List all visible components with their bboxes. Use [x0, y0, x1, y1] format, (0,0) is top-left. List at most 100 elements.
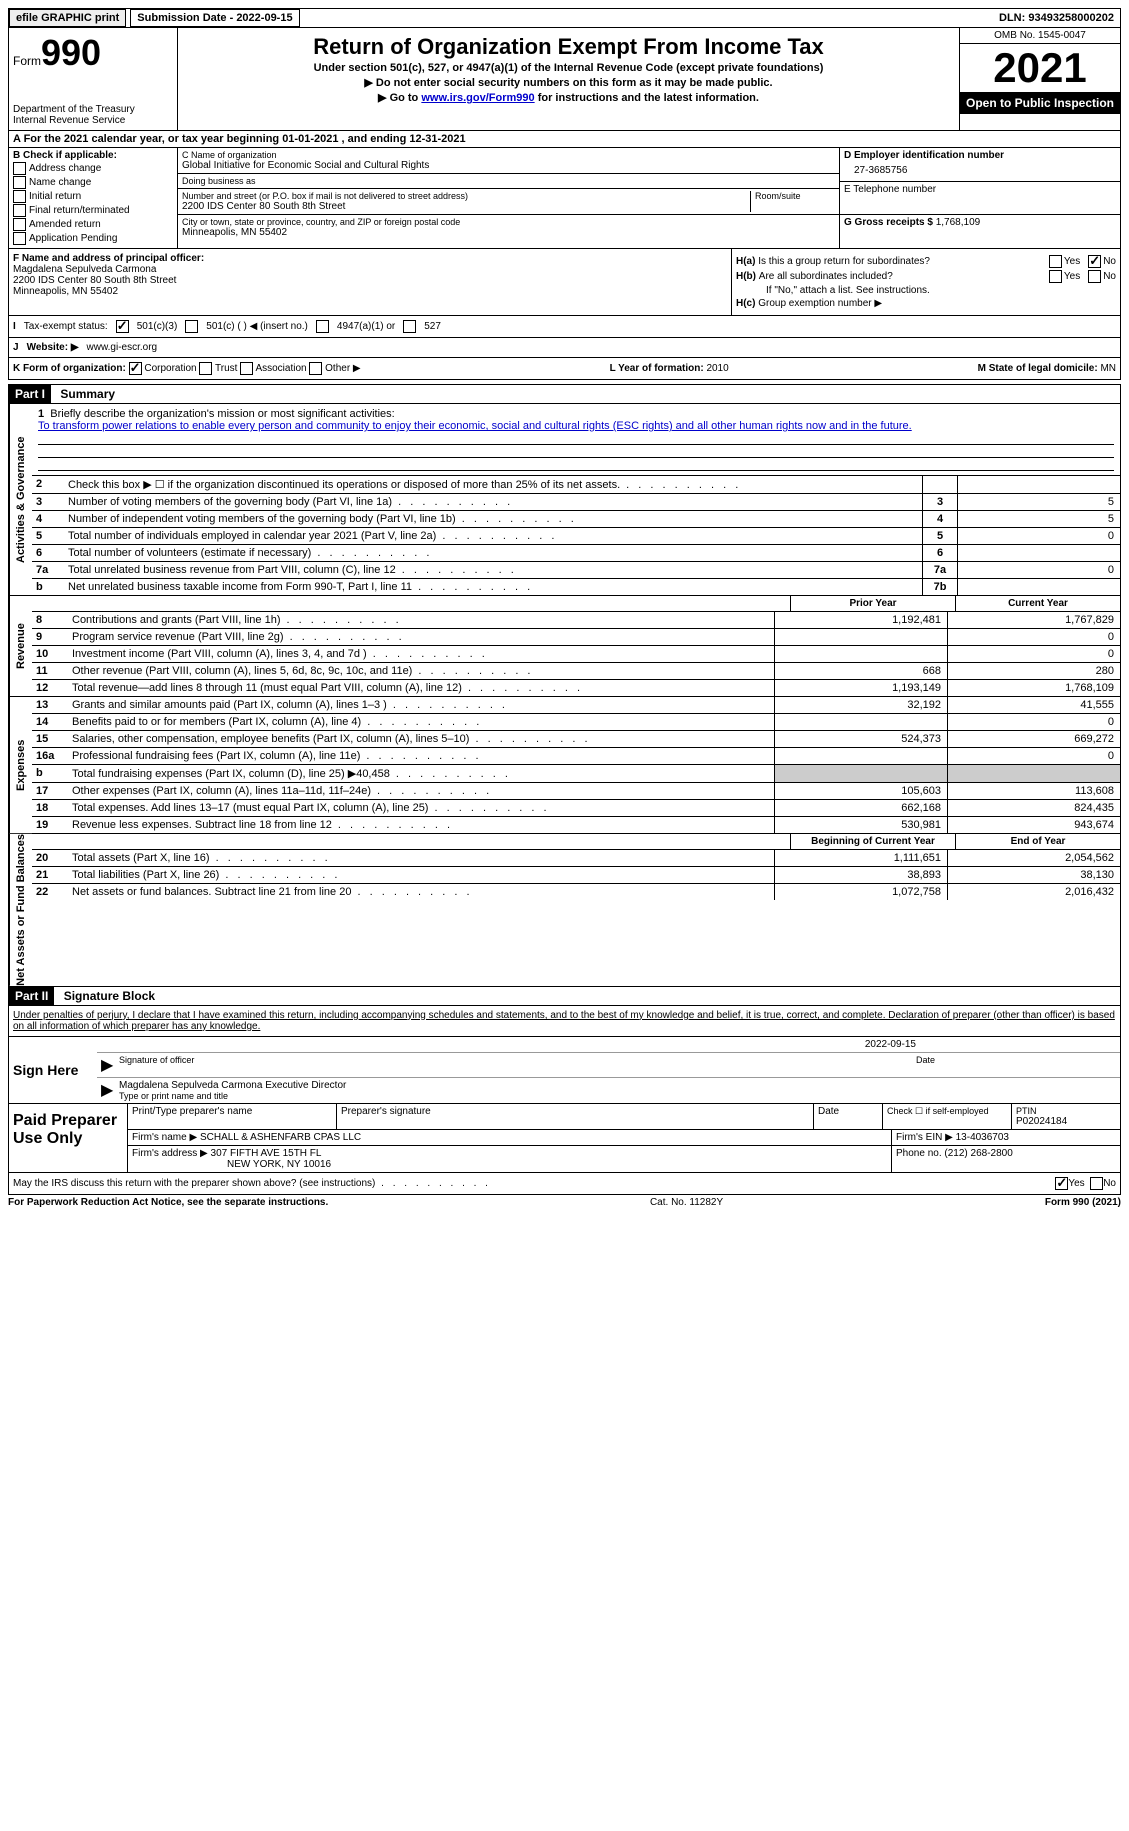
4947-checkbox[interactable] [316, 320, 329, 333]
checkbox-final-return[interactable] [13, 204, 26, 217]
mission-label: Briefly describe the organization's miss… [50, 408, 394, 420]
fin-row: 18Total expenses. Add lines 13–17 (must … [32, 800, 1120, 817]
hc-label: H(c) [736, 298, 755, 309]
ha-no-checkbox[interactable] [1088, 255, 1101, 268]
l-label: L Year of formation: [610, 363, 704, 374]
fin-row: 22Net assets or fund balances. Subtract … [32, 884, 1120, 900]
discuss-question: May the IRS discuss this return with the… [13, 1178, 1055, 1189]
part1-label: Part I [9, 385, 51, 403]
discuss-yes-checkbox[interactable] [1055, 1177, 1068, 1190]
receipts-value: 1,768,109 [936, 217, 981, 228]
m-label: M State of legal domicile: [978, 363, 1098, 374]
arrow-icon: ▶ [101, 1055, 119, 1075]
website-row: J Website: ▶ www.gi-escr.org [8, 338, 1121, 358]
501c3-checkbox[interactable] [116, 320, 129, 333]
501c-checkbox[interactable] [185, 320, 198, 333]
corp-checkbox[interactable] [129, 362, 142, 375]
discuss-no-checkbox[interactable] [1090, 1177, 1103, 1190]
status-row: I Tax-exempt status: 501(c)(3) 501(c) ( … [8, 316, 1121, 338]
ha-yes-checkbox[interactable] [1049, 255, 1062, 268]
current-year-header: Current Year [955, 596, 1120, 611]
period-row: A For the 2021 calendar year, or tax yea… [8, 131, 1121, 148]
hb-question: Are all subordinates included? [759, 271, 1041, 282]
ptin-value: P02024184 [1016, 1116, 1116, 1127]
perjury-statement: Under penalties of perjury, I declare th… [9, 1006, 1120, 1036]
f-label: F Name and address of principal officer: [13, 253, 727, 264]
firm-addr1: 307 FIFTH AVE 15TH FL [211, 1148, 322, 1159]
form-title: Return of Organization Exempt From Incom… [182, 34, 955, 60]
hb-label: H(b) [736, 271, 756, 282]
hb-note: If "No," attach a list. See instructions… [736, 285, 1116, 296]
hb-yes-checkbox[interactable] [1049, 270, 1062, 283]
city-state-zip: Minneapolis, MN 55402 [182, 227, 835, 238]
checkbox-amended[interactable] [13, 218, 26, 231]
net-assets-section: Net Assets or Fund Balances Beginning of… [8, 834, 1121, 987]
irs-link[interactable]: www.irs.gov/Form990 [421, 92, 534, 104]
website-label: Website: ▶ [27, 342, 79, 353]
sig-officer-label: Signature of officer [119, 1055, 916, 1075]
line1-n: 1 [38, 408, 44, 420]
form-word: Form [13, 54, 41, 68]
date-label: Date [916, 1055, 1116, 1075]
type-name-label: Type or print name and title [119, 1091, 1116, 1101]
print-name-label: Print/Type preparer's name [128, 1104, 337, 1129]
hb-no-checkbox[interactable] [1088, 270, 1101, 283]
part2-header-row: Part II Signature Block [8, 987, 1121, 1006]
fin-row: 12Total revenue—add lines 8 through 11 (… [32, 680, 1120, 696]
phone-label: Phone no. [896, 1148, 942, 1159]
checkbox-name-change[interactable] [13, 176, 26, 189]
irs-label: Internal Revenue Service [13, 115, 173, 126]
activities-governance-section: Activities & Governance 1 Briefly descri… [8, 404, 1121, 596]
527-checkbox[interactable] [403, 320, 416, 333]
discuss-row: May the IRS discuss this return with the… [8, 1173, 1121, 1195]
checkbox-address-change[interactable] [13, 162, 26, 175]
firm-addr-label: Firm's address ▶ [132, 1148, 208, 1159]
signature-section: Under penalties of perjury, I declare th… [8, 1006, 1121, 1104]
trust-checkbox[interactable] [199, 362, 212, 375]
i-label: I [13, 321, 16, 332]
checkbox-pending[interactable] [13, 232, 26, 245]
sidebar-expenses: Expenses [9, 697, 32, 833]
sign-here-label: Sign Here [9, 1037, 97, 1103]
omb-number: OMB No. 1545-0047 [960, 28, 1120, 44]
other-checkbox[interactable] [309, 362, 322, 375]
check-header: B Check if applicable: [13, 150, 173, 161]
checkbox-initial-return[interactable] [13, 190, 26, 203]
gov-row: 3Number of voting members of the governi… [32, 493, 1120, 510]
ptin-label: PTIN [1016, 1106, 1116, 1116]
open-inspection: Open to Public Inspection [960, 92, 1120, 114]
ein-value: 27-3685756 [844, 161, 1116, 176]
ha-question: Is this a group return for subordinates? [758, 256, 1041, 267]
self-employed-check: Check ☐ if self-employed [883, 1104, 1012, 1129]
revenue-section: Revenue Prior Year Current Year 8Contrib… [8, 596, 1121, 697]
ein-label: D Employer identification number [844, 150, 1116, 161]
fin-row: 9Program service revenue (Part VIII, lin… [32, 629, 1120, 646]
name-label: C Name of organization [182, 150, 835, 160]
tax-year: 2021 [960, 44, 1120, 92]
fin-row: 11Other revenue (Part VIII, column (A), … [32, 663, 1120, 680]
year-formation: 2010 [706, 363, 728, 374]
officer-name-title: Magdalena Sepulveda Carmona Executive Di… [119, 1080, 1116, 1091]
form-number: 990 [41, 32, 101, 73]
assoc-checkbox[interactable] [240, 362, 253, 375]
street-label: Number and street (or P.O. box if mail i… [182, 191, 750, 201]
expenses-section: Expenses 13Grants and similar amounts pa… [8, 697, 1121, 834]
gov-row: 2Check this box ▶ ☐ if the organization … [32, 475, 1120, 493]
dln: DLN: 93493258000202 [993, 10, 1120, 26]
phone-value: (212) 268-2800 [944, 1148, 1012, 1159]
part1-title: Summary [54, 385, 121, 403]
entity-block: B Check if applicable: Address change Na… [8, 148, 1121, 249]
gov-row: 7aTotal unrelated business revenue from … [32, 561, 1120, 578]
gov-row: 4Number of independent voting members of… [32, 510, 1120, 527]
officer-name: Magdalena Sepulveda Carmona [13, 264, 727, 275]
fin-row: 19Revenue less expenses. Subtract line 1… [32, 817, 1120, 833]
sig-date-value: 2022-09-15 [865, 1039, 916, 1050]
preparer-label: Paid Preparer Use Only [9, 1104, 128, 1172]
gov-row: 5Total number of individuals employed in… [32, 527, 1120, 544]
efile-button[interactable]: efile GRAPHIC print [9, 9, 126, 27]
sidebar-revenue: Revenue [9, 596, 32, 696]
subtitle: Under section 501(c), 527, or 4947(a)(1)… [182, 62, 955, 74]
city-label: City or town, state or province, country… [182, 217, 835, 227]
prior-year-header: Prior Year [790, 596, 955, 611]
sidebar-netassets: Net Assets or Fund Balances [9, 834, 32, 986]
